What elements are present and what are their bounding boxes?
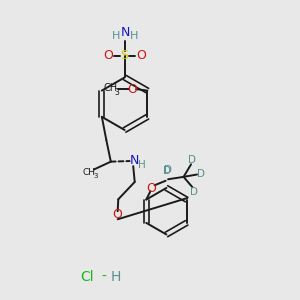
Text: N: N — [121, 26, 130, 39]
Text: O: O — [113, 208, 123, 221]
Text: D: D — [197, 169, 205, 179]
Text: N: N — [130, 154, 139, 167]
Text: 3: 3 — [94, 173, 98, 179]
Text: H: H — [138, 160, 146, 170]
Text: D: D — [190, 187, 198, 197]
Text: Cl: Cl — [80, 270, 94, 284]
Text: H: H — [129, 31, 138, 41]
Text: H: H — [112, 31, 121, 41]
Text: CH: CH — [82, 168, 95, 177]
Text: D: D — [164, 165, 172, 175]
Text: D: D — [188, 155, 196, 166]
Text: H: H — [110, 270, 121, 284]
Text: O: O — [136, 50, 146, 62]
Text: -: - — [101, 270, 106, 284]
Text: CH: CH — [103, 82, 118, 93]
Text: O: O — [147, 182, 157, 195]
Text: D: D — [163, 166, 171, 176]
Text: S: S — [121, 50, 129, 62]
Text: O: O — [103, 50, 113, 62]
Text: O: O — [128, 82, 137, 96]
Text: 3: 3 — [114, 88, 119, 98]
